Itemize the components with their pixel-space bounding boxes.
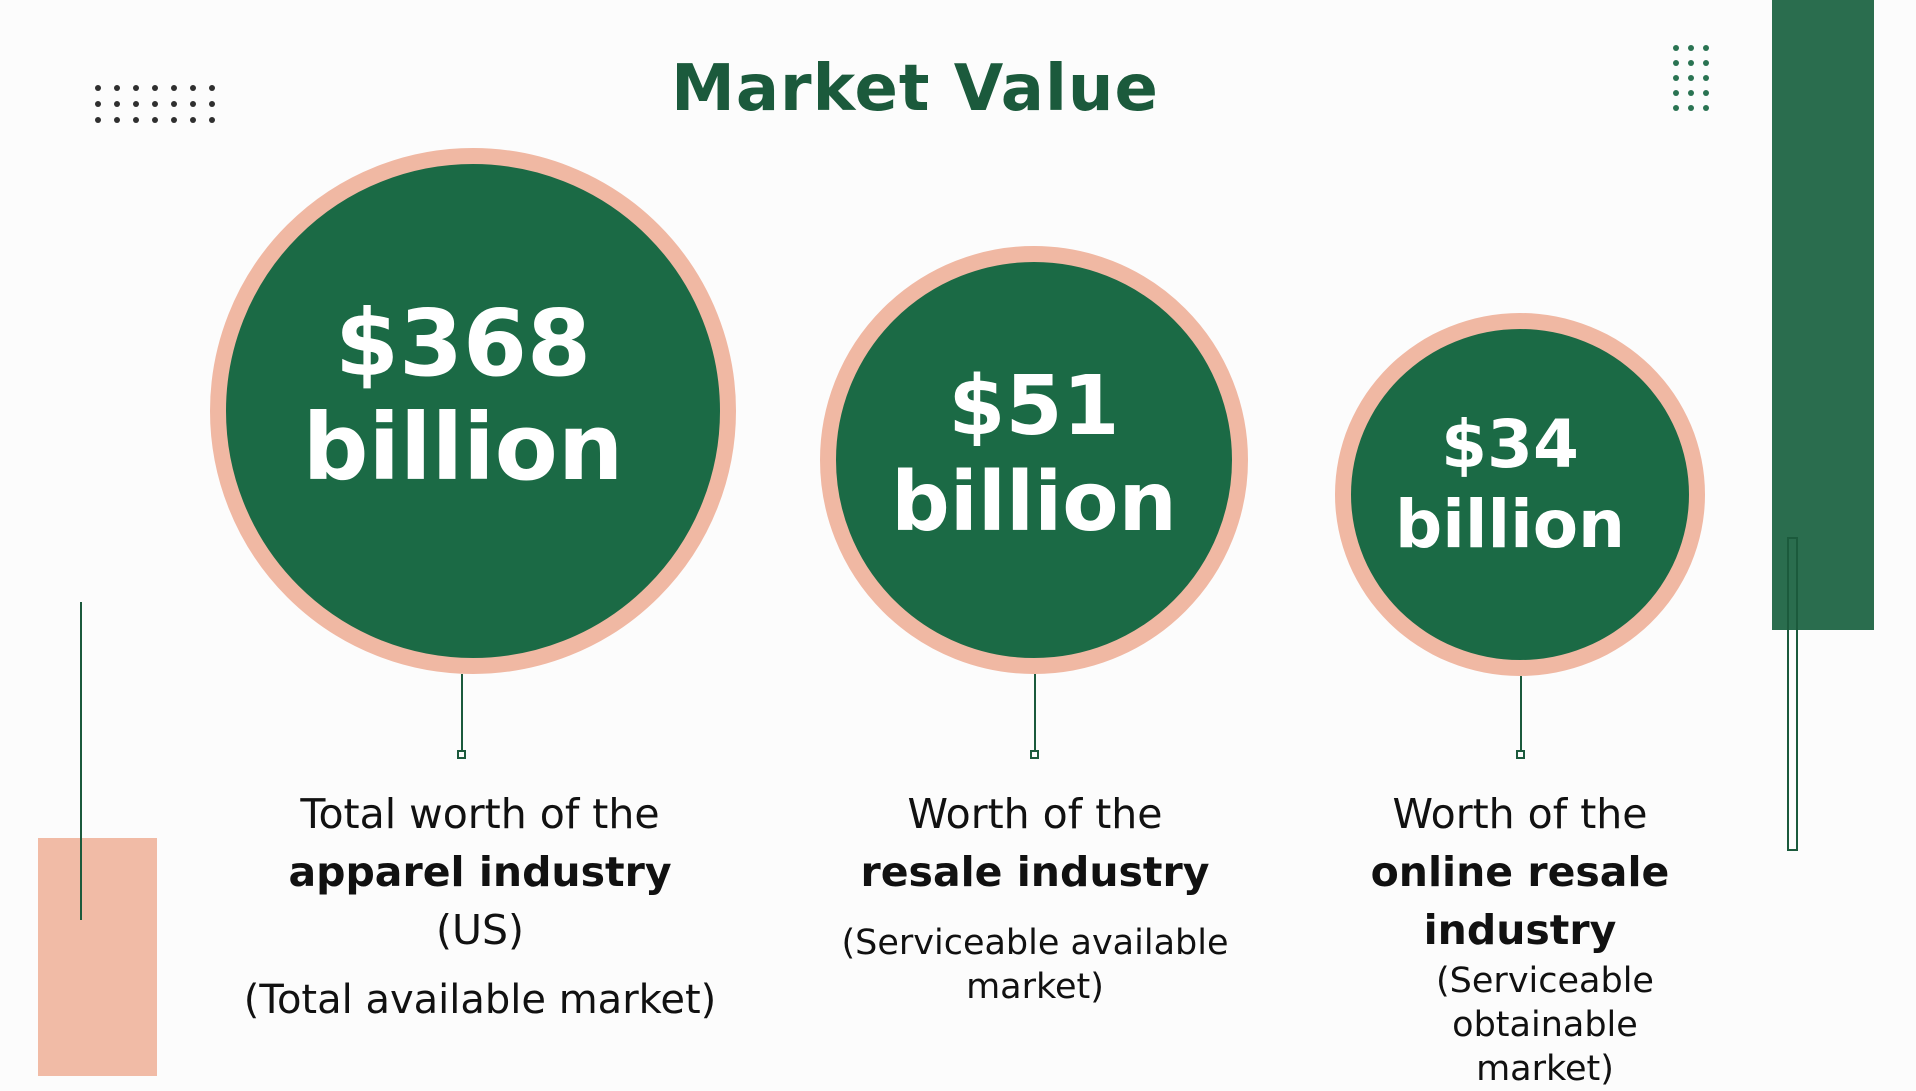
market-unit: billion bbox=[1394, 485, 1626, 563]
decorative-pink-block bbox=[38, 838, 157, 1076]
decorative-outline-bar bbox=[1787, 537, 1798, 851]
market-amount: $34 bbox=[1441, 405, 1579, 483]
decorative-dot-grid-right bbox=[1673, 45, 1718, 120]
caption-tam: Total worth of the apparel industry (US)… bbox=[200, 785, 760, 1029]
caption-note: (Serviceable available bbox=[841, 923, 1229, 963]
caption-note: (Serviceable obtainable bbox=[1436, 961, 1654, 1045]
connector-line bbox=[1034, 674, 1036, 750]
decorative-vertical-line bbox=[80, 602, 82, 920]
caption-sam: Worth of the resale industry (Serviceabl… bbox=[800, 785, 1270, 1009]
market-circle-som: $34 billion bbox=[1335, 313, 1705, 676]
caption-bold-text: apparel industry bbox=[288, 848, 672, 896]
market-circle-sam: $51 billion bbox=[820, 246, 1248, 674]
connector-node bbox=[1516, 750, 1525, 759]
caption-text: (US) bbox=[435, 906, 525, 954]
caption-bold-text: resale industry bbox=[860, 848, 1210, 896]
connector-line bbox=[1520, 676, 1522, 750]
caption-text: Total worth of the bbox=[300, 790, 660, 838]
caption-note: (Total available market) bbox=[243, 977, 717, 1023]
connector-line bbox=[461, 674, 463, 750]
caption-bold-text: industry bbox=[1423, 906, 1617, 954]
caption-text: Worth of the bbox=[1392, 790, 1648, 838]
market-circle-tam: $368 billion bbox=[210, 148, 736, 674]
market-unit: billion bbox=[302, 394, 624, 501]
connector-node bbox=[1030, 750, 1039, 759]
caption-som: Worth of the online resale industry (Ser… bbox=[1300, 785, 1740, 1091]
connector-node bbox=[457, 750, 466, 759]
market-amount: $51 bbox=[948, 359, 1120, 454]
market-amount: $368 bbox=[334, 290, 592, 397]
caption-bold-text: online resale bbox=[1370, 848, 1670, 896]
page-title: Market Value bbox=[671, 52, 1159, 126]
caption-note: market) bbox=[1476, 1049, 1614, 1089]
decorative-green-bar bbox=[1772, 0, 1874, 630]
caption-note: market) bbox=[966, 967, 1104, 1007]
market-unit: billion bbox=[891, 455, 1177, 550]
caption-text: Worth of the bbox=[907, 790, 1163, 838]
decorative-dot-grid-left bbox=[95, 85, 228, 133]
